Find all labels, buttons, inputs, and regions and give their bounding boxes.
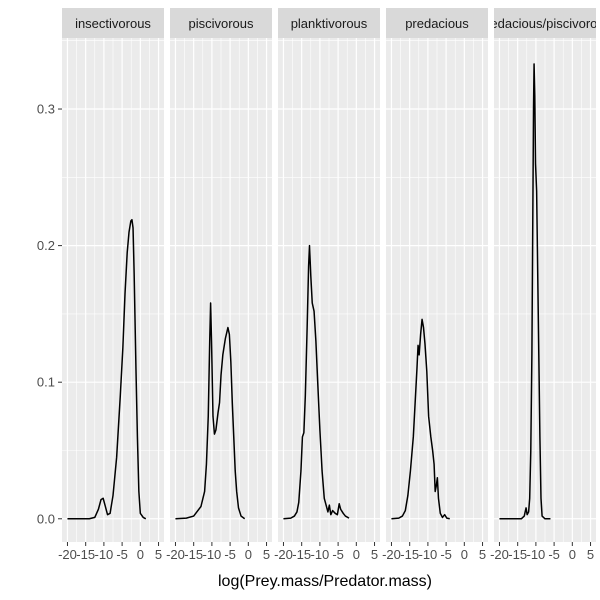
facet-strip	[170, 8, 272, 38]
x-tick-label: 0	[569, 547, 576, 562]
density-line	[67, 218, 147, 520]
density-line	[391, 318, 450, 520]
x-tick-label: -10	[202, 547, 221, 562]
panel-gridlines	[170, 38, 272, 542]
x-tick-label: -20	[274, 547, 293, 562]
x-tick-label: 5	[479, 547, 486, 562]
y-axis: 0.0 0.1 0.2 0.3	[37, 102, 62, 526]
x-tick-label: -20	[382, 547, 401, 562]
x-tick-label: -15	[184, 547, 203, 562]
y-tick-label: 0.1	[37, 375, 55, 390]
facet-strip-label: predacious/piscivorous	[479, 16, 600, 31]
facet-strip-label: piscivorous	[188, 16, 254, 31]
panel-gridlines	[494, 38, 596, 542]
x-tick-label: 5	[263, 547, 270, 562]
density-line	[283, 244, 350, 520]
x-tick-label: 5	[587, 547, 594, 562]
x-tick-label: 0	[461, 547, 468, 562]
facet-strip	[494, 8, 596, 38]
y-tick-label: 0.2	[37, 238, 55, 253]
x-tick-label: -20	[166, 547, 185, 562]
facet-strip	[62, 8, 164, 38]
x-tick-label: 5	[155, 547, 162, 562]
facet-strip-label: planktivorous	[291, 16, 368, 31]
x-axis-title: log(Prey.mass/Predator.mass)	[218, 573, 432, 590]
x-tick-label: 0	[137, 547, 144, 562]
x-tick-label: -10	[310, 547, 329, 562]
x-tick-label: -10	[418, 547, 437, 562]
x-tick-label: -5	[548, 547, 560, 562]
facet-panel: insectivorous -20 -15 -10 -5 0 5	[58, 8, 164, 562]
y-tick-label: 0.3	[37, 102, 55, 117]
x-tick-label: -20	[490, 547, 509, 562]
y-tick-label: 0.0	[37, 511, 55, 526]
facet-strip-label: insectivorous	[75, 16, 151, 31]
x-tick-label: -5	[440, 547, 452, 562]
panel-gridlines	[62, 38, 164, 542]
panel-gridlines	[386, 38, 488, 542]
x-tick-label: -5	[224, 547, 236, 562]
facet-strip	[386, 8, 488, 38]
facet-panels: insectivorous-20 -15 -10 -5 0 5piscivorous-20…	[58, 8, 600, 562]
x-tick-label: -15	[400, 547, 419, 562]
density-line	[175, 302, 246, 520]
x-tick-label: -15	[508, 547, 527, 562]
density-line	[499, 63, 551, 520]
facet-panel: predacious -20 -15 -10 -5 0 5	[382, 8, 488, 562]
facet-strip	[278, 8, 380, 38]
x-tick-label: -10	[526, 547, 545, 562]
x-tick-label: -15	[292, 547, 311, 562]
x-tick-label: -20	[58, 547, 77, 562]
x-tick-label: -5	[332, 547, 344, 562]
facet-panel: piscivorous -20 -15 -10 -5 0 5	[166, 8, 272, 562]
x-tick-label: 0	[353, 547, 360, 562]
x-tick-label: 0	[245, 547, 252, 562]
x-tick-label: -15	[76, 547, 95, 562]
facet-panel: predacious/piscivorous-20 -15 -10 -5 0 5	[479, 8, 600, 562]
x-tick-label: -5	[116, 547, 128, 562]
x-tick-label: 5	[371, 547, 378, 562]
facet-strip-label: predacious	[405, 16, 469, 31]
facet-panel: planktivorous -20 -15 -10 -5 0 5	[274, 8, 380, 562]
x-tick-label: -10	[94, 547, 113, 562]
